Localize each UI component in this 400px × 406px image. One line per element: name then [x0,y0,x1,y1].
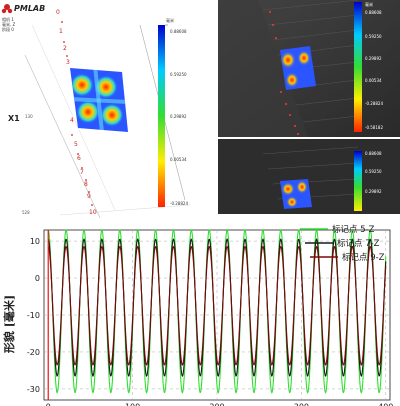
left-3d-view[interactable]: PMLAB 相机 1 毫米, Z 阶段 0 X1 130 528 [0,0,200,218]
colorbar-tick: 0.88608 [170,29,187,34]
marker-points: 0 1 2 3 4 5 6 7 8 9 10 [56,9,97,216]
marker-label: 4 [70,117,74,124]
series-line-标记点-9-Z [47,245,387,366]
colorbar: 毫米 0.88608 0.59250 0.29892 0.00534 -0.28… [158,17,188,207]
legend-label: 标记点 9-Z [342,252,385,263]
axis-line-mid [31,24,116,211]
legend-label: 标记点 5-Z [332,224,375,235]
camera-colorbar: 毫米 0.88608 0.59250 0.29892 0.00534 -0.28… [354,1,383,132]
colorbar-tick: -0.58182 [365,125,383,130]
marker-label: 1 [59,28,63,35]
marker-label: 7 [80,169,84,176]
colorbar-tick: 0.59250 [365,34,382,39]
deformation-heatmap[interactable] [70,66,128,132]
colorbar-tick: 0.29892 [170,114,187,119]
plot-axes: 100-10-20-300100200300400 [27,237,393,406]
pmlab-logo: PMLAB [1,4,45,14]
camera-heatmap[interactable] [280,46,316,90]
y-tick-label: -20 [27,348,40,357]
colorbar-tick: -0.28824 [170,201,188,206]
colorbar-tick: 0.29892 [365,189,382,194]
colorbar-unit: 毫米 [166,17,174,23]
chart-legend: 标记点 5-Z 标记点 7-Z 标记点 9-Z [300,224,385,263]
scale-left: 130 [25,114,33,119]
legend-label: 标记点 7-Z [337,238,380,249]
plot-series [47,228,387,394]
marker-label: 3 [66,59,70,66]
marker-displacement-chart[interactable]: 100-10-20-300100200300400 形貌 [毫米] 标记点 5-… [0,220,400,406]
colorbar-tick: 0.88608 [365,151,382,156]
marker-label: 5 [74,141,78,148]
colorbar-tick: 0.59250 [170,72,187,77]
x-tick-label: 200 [209,403,224,406]
colorbar-tick: 0.00534 [170,157,187,162]
camera-heatmap[interactable] [280,179,312,209]
colorbar-unit: 毫米 [365,1,373,7]
axis-line-left [24,54,101,218]
colorbar-tick: 0.59250 [365,169,382,174]
x-tick-label: 400 [378,403,393,406]
scale-bottom-left: 528 [22,210,30,215]
marker-label: 6 [77,155,81,162]
info-line-1: 相机 1 [2,16,14,22]
y-tick-label: 10 [30,237,40,246]
colorbar-tick: -0.28824 [365,101,383,106]
camera-marker-points [269,11,299,135]
info-line-2: 毫米, Z [2,21,16,27]
camera-view-2[interactable]: 0.88608 0.59250 0.29892 [218,139,400,214]
y-tick-label: 0 [35,274,40,283]
logo-text: PMLAB [14,4,45,13]
marker-label: 8 [84,181,88,188]
info-line-3: 阶段 0 [2,26,14,32]
marker-label: 10 [89,209,97,216]
y-tick-label: -30 [27,385,40,394]
colorbar-tick: 0.88608 [365,10,382,15]
camera-view-1[interactable]: 毫米 0.88608 0.59250 0.29892 0.00534 -0.28… [218,0,400,137]
y-axis-label: 形貌 [毫米] [2,295,16,353]
y-tick-label: -10 [27,311,40,320]
marker-label: 2 [63,45,67,52]
ground-region [218,0,308,137]
x-tick-label: 100 [125,403,140,406]
axis-line-bottom [59,204,191,216]
x1-label: X1 [8,114,20,123]
colorbar-tick: 0.00534 [365,78,382,83]
x-tick-label: 300 [294,403,309,406]
camera-colorbar: 0.88608 0.59250 0.29892 [354,151,382,211]
x-tick-label: 0 [46,403,51,406]
marker-label: 0 [56,9,60,16]
colorbar-tick: 0.29892 [365,56,382,61]
marker-label: 9 [87,193,91,200]
